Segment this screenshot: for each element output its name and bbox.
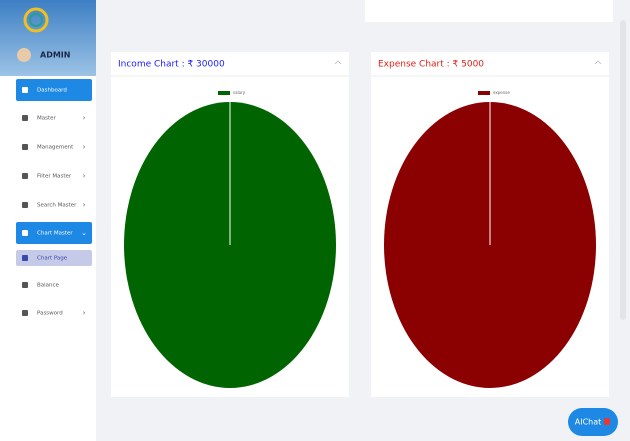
menu-item[interactable]: Balance (22, 282, 60, 289)
sidebar-header (0, 0, 96, 76)
menu-label[interactable]: Master (37, 116, 57, 122)
collapse-icon[interactable] (334, 60, 342, 65)
menu-icon (22, 115, 28, 121)
menu-item[interactable]: Search Master › (22, 201, 86, 209)
pie-slice (384, 102, 596, 388)
scrollbar (620, 20, 626, 320)
top-card (365, 0, 613, 22)
menu-label[interactable]: Balance (37, 283, 60, 289)
menu-icon (22, 282, 28, 288)
pie (124, 102, 336, 388)
logo (23, 7, 49, 33)
menu-label[interactable]: Chart Master (37, 231, 73, 237)
menu-label[interactable]: Search Master (37, 203, 77, 209)
menu-arrow: › (83, 172, 86, 180)
menu-arrow: ⌄ (81, 229, 87, 237)
menu-icon (22, 173, 28, 179)
pie (384, 102, 596, 388)
legend-swatch (478, 91, 490, 95)
menu-label[interactable]: Dashboard (37, 88, 67, 94)
menu-arrow: › (83, 309, 86, 317)
menu-highlight (16, 250, 92, 266)
menu-icon (22, 202, 28, 208)
menu-label[interactable]: Password (37, 311, 63, 317)
menu-icon (22, 310, 28, 316)
chart-title: Expense Chart : ₹ 5000 (378, 60, 484, 70)
collapse-icon[interactable] (594, 60, 602, 65)
chat-button-label[interactable]: AIChat (575, 418, 602, 427)
chat-icon (604, 418, 610, 425)
menu-item[interactable]: Management › (22, 143, 86, 151)
chart-title: Income Chart : ₹ 30000 (118, 60, 225, 70)
menu-item[interactable]: Password › (22, 309, 86, 317)
legend-label: salary (233, 90, 246, 95)
chat-button[interactable] (568, 408, 618, 436)
menu-highlight (16, 79, 92, 101)
legend-label: expense (493, 90, 510, 95)
legend-swatch (218, 91, 230, 95)
menu-item[interactable]: Chart Master ⌄ (16, 222, 92, 244)
avatar (17, 48, 31, 62)
menu-icon (22, 230, 28, 236)
menu-arrow: › (83, 114, 86, 122)
menu-highlight (16, 222, 92, 244)
menu-icon (22, 255, 28, 261)
pie-slice (124, 102, 336, 388)
menu-icon (22, 144, 28, 150)
logo-inner (29, 13, 43, 27)
menu-arrow: › (83, 201, 86, 209)
menu-item[interactable]: Master › (22, 114, 86, 122)
user-name: ADMIN (40, 51, 70, 60)
menu-label[interactable]: Chart Page (37, 256, 68, 262)
menu-item[interactable]: Filter Master › (22, 172, 86, 180)
menu-icon (22, 87, 28, 93)
menu-item[interactable]: Chart Page (16, 250, 92, 266)
menu-label[interactable]: Management (37, 145, 74, 151)
menu-arrow: › (83, 143, 86, 151)
menu-item[interactable]: Dashboard (16, 79, 92, 101)
menu-label[interactable]: Filter Master (37, 174, 72, 180)
